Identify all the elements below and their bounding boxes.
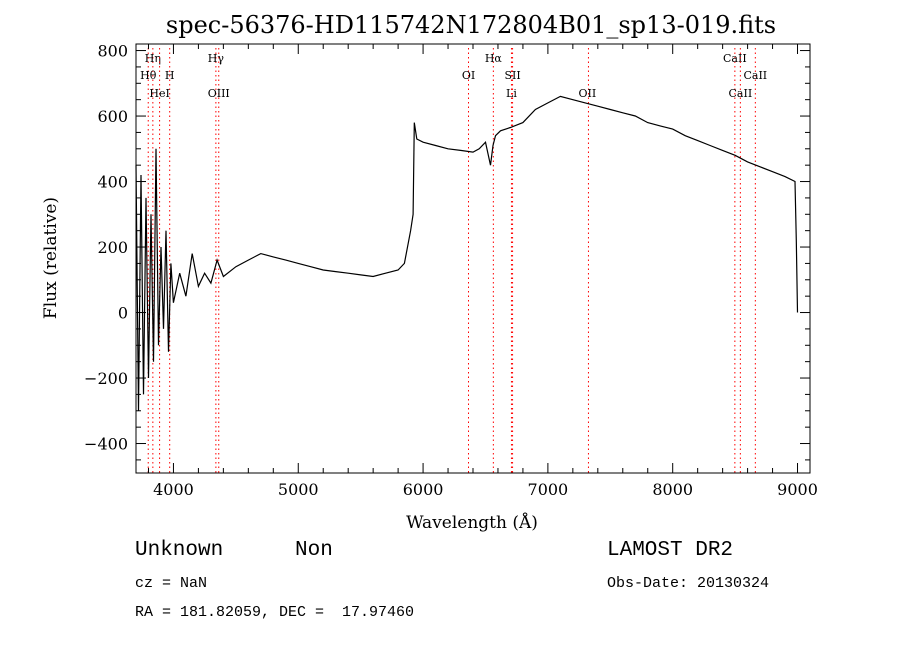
observation-date: Obs-Date: 20130324 [607, 575, 770, 592]
y-axis-ticks: −400 −200 0 200 400 600 800 [84, 42, 810, 461]
marker-label: H [165, 69, 175, 82]
y-axis-label: Flux (relative) [41, 197, 61, 319]
y-tick-label: 400 [97, 173, 128, 192]
y-tick-label: 0 [118, 304, 128, 323]
x-tick-label: 6000 [403, 480, 444, 499]
spectral-line-markers: Hη Hθ H HeI Hγ OIII Hα OI SII Li OII CaII CaII CaII [140, 48, 767, 473]
x-tick-label: 7000 [528, 480, 569, 499]
x-tick-label: 9000 [777, 480, 818, 499]
x-tick-label: 8000 [652, 480, 693, 499]
x-tick-label: 5000 [278, 480, 319, 499]
survey-name: LAMOST DR2 [607, 539, 734, 562]
y-tick-label: −400 [84, 435, 128, 454]
marker-label: Hα [485, 52, 503, 65]
marker-label: Hθ [140, 69, 157, 82]
chart-title: spec-56376-HD115742N172804B01_sp13-019.f… [166, 11, 776, 39]
spectrum-series [135, 95, 799, 411]
y-tick-label: 800 [97, 42, 128, 61]
marker-label: Li [506, 87, 517, 100]
y-tick-label: −200 [84, 369, 128, 388]
redshift-value: cz = NaN [135, 575, 208, 592]
marker-label: OI [462, 69, 475, 82]
x-tick-label: 4000 [153, 480, 194, 499]
marker-label: CaII [729, 87, 753, 100]
y-tick-label: 600 [97, 107, 128, 126]
coordinates: RA = 181.82059, DEC = 17.97460 [135, 604, 415, 621]
spectrum-line [135, 95, 799, 411]
marker-label: HeI [149, 87, 169, 100]
marker-label: OIII [208, 87, 230, 100]
y-tick-label: 200 [97, 238, 128, 257]
marker-label: Hη [145, 52, 161, 65]
marker-label: SII [504, 69, 520, 82]
marker-label: OII [578, 87, 596, 100]
object-subclass: Non [295, 539, 333, 562]
marker-label: Hγ [208, 52, 225, 65]
x-axis-ticks: 4000 5000 6000 7000 8000 9000 [147, 44, 818, 499]
marker-label: CaII [723, 52, 747, 65]
marker-label: CaII [743, 69, 767, 82]
x-axis-label: Wavelength (Å) [406, 512, 538, 533]
plot-frame [135, 43, 811, 474]
object-class: Unknown [135, 539, 224, 562]
